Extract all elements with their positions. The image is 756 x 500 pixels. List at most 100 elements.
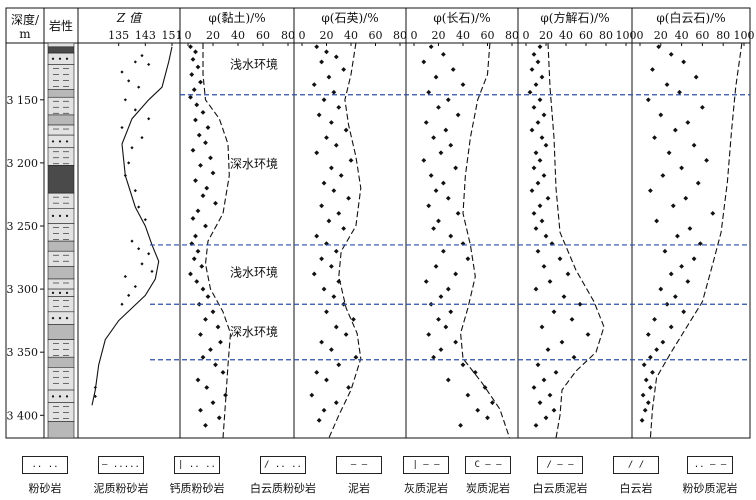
data-point [482,385,488,390]
depth-tick-label: 3 400 [7,409,39,422]
lithology-header: 岩性 [49,18,73,33]
data-point [120,302,124,306]
data-point [551,407,557,413]
data-point [193,117,198,123]
panel-tick-label: 20 [320,29,334,42]
data-point [675,233,680,239]
data-point [431,135,436,141]
data-point [198,407,203,413]
data-point [336,210,342,216]
data-point [441,248,446,254]
data-point [194,102,200,108]
data-point [316,112,322,118]
lithology-dot [51,140,55,143]
data-point [200,110,206,115]
data-point [433,263,439,269]
data-point [93,394,97,398]
lithology-layer [47,46,75,54]
data-point [319,339,324,345]
data-point [529,127,535,133]
lithology-dot [58,214,62,217]
data-point [196,132,202,138]
data-point [123,173,127,178]
lithology-layer [47,266,75,280]
legend-item: / / 白云岩 [596,456,676,496]
legend-item: | — — 灰质泥岩 [386,456,466,496]
environment-label: 深水环境 [230,156,278,171]
data-point [341,67,347,72]
data-point [433,74,439,80]
data-point [445,377,451,383]
panel-tick-label: 20 [654,29,668,42]
panel-tick-label: 60 [369,29,383,42]
data-point [438,150,444,156]
data-point [203,422,208,428]
data-point [200,354,206,360]
data-point [453,339,459,345]
legend-swatch: .. .. [22,456,68,474]
data-point [551,309,557,315]
data-point [541,377,547,383]
data-point [565,271,571,277]
data-point [188,271,193,277]
data-point [645,97,651,103]
data-point [436,316,441,322]
data-point [490,400,495,406]
data-point [455,210,461,216]
legend-swatch: | .. .. [174,456,220,474]
data-point [205,294,211,300]
data-point [336,104,342,110]
panel-tick-label: 100 [734,29,755,42]
data-point [431,226,436,231]
data-point [190,57,196,62]
data-point [147,117,151,121]
depth-axis-column: 3 150 3 200 3 250 3 300 3 350 3 400 [7,94,44,422]
panel-tick-label: 20 [539,29,553,42]
panel-tick-label: 80 [599,29,613,42]
depth-axis-unit: m [19,27,31,41]
data-point [216,415,222,421]
data-point [654,347,660,353]
data-point [213,200,218,206]
legend-swatch: / / [613,456,659,474]
data-point [533,226,539,231]
data-point [668,51,674,57]
panel-tick-label: 151 [162,29,183,42]
legend-label: 粉砂岩 [28,482,62,495]
data-point [672,294,678,300]
data-point [650,67,655,72]
lithology-dot [58,291,62,294]
data-point [331,294,337,300]
panel-title: φ(长石)/% [433,11,490,25]
lithology-layer [47,278,75,290]
data-point [188,44,193,50]
legend-swatch: | — — [403,456,449,474]
panel-tick-label: 20 [432,29,446,42]
data-point [652,135,657,141]
legend-item: .. .. 粉砂岩 [5,456,85,496]
data-point [539,218,545,224]
data-point [204,185,210,191]
data-point [191,87,197,93]
legend-swatch: — ..... [98,456,144,474]
lithology-legend: .. .. 粉砂岩 — ..... 泥质粉砂岩 | .. .. 钙质粉砂岩 / .. .. 白… [0,456,756,500]
data-point [658,286,664,292]
data-point [203,140,208,146]
data-point [541,112,547,118]
data-point [650,369,655,375]
data-point [543,233,549,239]
data-point [660,339,666,345]
panel-tick-label: 40 [231,29,245,42]
data-point [331,89,337,95]
data-point [695,180,701,186]
data-point [208,155,213,161]
data-point [571,354,577,360]
data-point [660,173,666,178]
legend-item: C — — 炭质泥岩 [448,456,528,496]
panel-title: φ(方解石)/% [540,10,609,25]
data-point [683,195,689,201]
data-point [465,392,471,398]
data-point [147,62,151,67]
panel-tick-label: 0 [185,29,192,42]
lithology-dot [58,395,62,398]
